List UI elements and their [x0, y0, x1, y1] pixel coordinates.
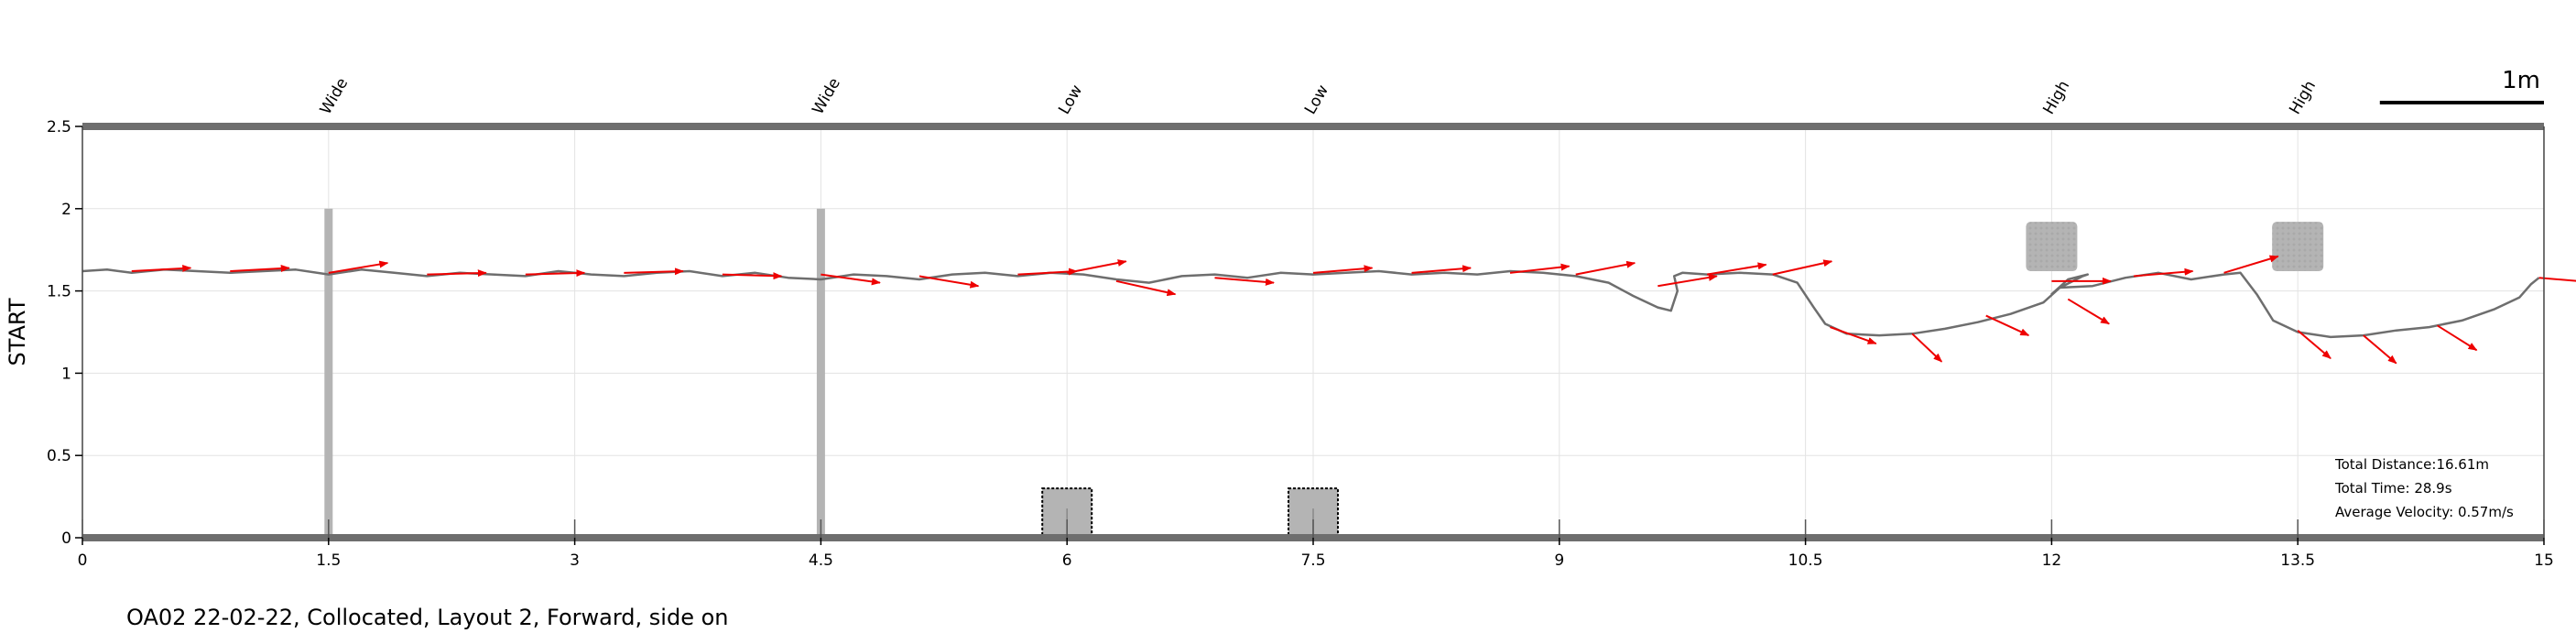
velocity-arrow	[2436, 324, 2478, 352]
x-tick-label: 12	[2042, 551, 2062, 570]
scale-bar-label: 1m	[2502, 67, 2540, 94]
velocity-arrow	[1658, 273, 1718, 288]
velocity-arrow	[1017, 267, 1078, 276]
x-tick-label: 4.5	[809, 551, 833, 570]
y-tick-label: 2	[61, 201, 71, 219]
stats-text: Average Velocity: 0.57m/s	[2335, 504, 2514, 520]
velocity-arrow	[230, 264, 290, 273]
x-tick-label: 6	[1062, 551, 1072, 570]
obstacle-label: High	[2286, 78, 2320, 118]
velocity-arrow	[1575, 260, 1636, 276]
velocity-arrow	[624, 267, 684, 276]
obstacle-label: Wide	[809, 75, 844, 118]
x-tick-label: 7.5	[1300, 551, 1325, 570]
velocity-arrow	[525, 269, 586, 278]
velocity-arrow	[2223, 255, 2279, 274]
x-tick-label: 3	[570, 551, 580, 570]
obstacle-label: Wide	[317, 75, 353, 118]
velocity-arrow	[1706, 262, 1767, 276]
velocity-arrow	[328, 260, 389, 274]
velocity-arrow	[1214, 277, 1275, 286]
velocity-arrow	[2297, 329, 2331, 359]
velocity-arrow	[1509, 263, 1571, 274]
x-tick-label: 13.5	[2280, 551, 2315, 570]
y-tick-label: 1	[61, 365, 71, 383]
x-tick-label: 15	[2534, 551, 2554, 570]
axes: 0 1.5 3 4.5 6 7.5 9 10.5 12 13.5 15 0 0.5 1 1.5 2 2.5 STA…	[5, 118, 2554, 570]
x-tick-label: 9	[1554, 551, 1564, 570]
velocity-arrow	[2067, 298, 2110, 325]
velocity-arrow	[1985, 314, 2030, 336]
trajectory-line	[82, 268, 2540, 339]
velocity-arrow	[1772, 259, 1833, 276]
path-layer	[82, 268, 2540, 339]
velocity-arrow	[2538, 277, 2576, 282]
wide-obstacle	[816, 208, 825, 539]
velocity-arrow	[1911, 333, 1943, 363]
high-obstacle	[2026, 222, 2078, 272]
velocity-arrow	[427, 269, 487, 278]
velocity-arrow	[2133, 267, 2194, 278]
arrows	[131, 255, 2576, 365]
obstacle-label: Low	[1055, 82, 1086, 117]
velocity-arrow	[1830, 326, 1877, 345]
high-obstacle	[2272, 222, 2324, 272]
top-border	[82, 123, 2544, 130]
stats-text: Total Distance:16.61m	[2334, 456, 2489, 473]
velocity-arrow	[131, 264, 192, 273]
figure-caption: OA02 22-02-22, Collocated, Layout 2, For…	[126, 605, 729, 630]
y-tick-label: 1.5	[47, 283, 71, 301]
velocity-arrow	[821, 273, 881, 286]
grid	[82, 126, 2545, 539]
obstacle-label: Low	[1301, 82, 1332, 117]
velocity-arrow	[1067, 259, 1127, 274]
velocity-arrow	[1312, 265, 1374, 274]
velocity-arrow	[1411, 265, 1473, 274]
y-tick-label: 0.5	[47, 447, 71, 465]
x-tick-label: 0	[78, 551, 88, 570]
velocity-arrow	[2363, 334, 2397, 365]
x-tick-label: 1.5	[316, 551, 341, 570]
y-axis-label: START	[5, 298, 30, 366]
velocity-arrow	[722, 272, 783, 280]
y-tick-label: 2.5	[47, 118, 71, 136]
wide-obstacle	[324, 208, 333, 539]
obstacle-label: High	[2039, 78, 2073, 118]
annotations: Wide Wide Low Low High High 1m Total Distance:1…	[317, 67, 2544, 520]
velocity-arrow	[918, 275, 980, 289]
x-tick-label: 10.5	[1788, 551, 1823, 570]
y-tick-label: 0	[61, 529, 71, 548]
stats-text: Total Time: 28.9s	[2334, 480, 2452, 497]
velocity-arrow	[1115, 279, 1177, 297]
obstacles	[324, 208, 2324, 539]
